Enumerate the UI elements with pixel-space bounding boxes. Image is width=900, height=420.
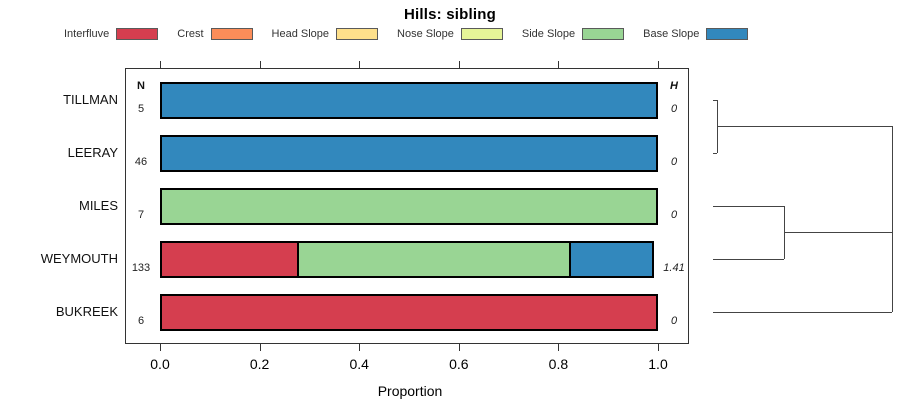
- dendrogram-segment: [713, 206, 784, 207]
- n-value: 46: [134, 155, 148, 168]
- legend-swatch: [116, 28, 159, 40]
- x-tick-top: [259, 61, 261, 68]
- legend: Interfluve Crest Head Slope Nose Slope Side …: [64, 26, 749, 42]
- bar-row: [160, 293, 658, 331]
- legend-swatch: [582, 28, 625, 40]
- legend-label: Head Slope: [271, 28, 330, 40]
- x-tick-top: [458, 61, 460, 68]
- x-tick-label: 1.0: [648, 356, 668, 372]
- bar-segment: [160, 81, 658, 119]
- legend-item: Side Slope: [521, 28, 625, 40]
- bar-row: [160, 81, 658, 119]
- n-column-header: N: [137, 80, 145, 92]
- x-tick-top: [658, 61, 659, 68]
- chart-title: Hills: sibling: [404, 6, 496, 23]
- x-tick-label: 0.6: [449, 356, 469, 372]
- row-label: WEYMOUTH: [40, 251, 118, 266]
- x-tick-label: 0.8: [548, 356, 569, 372]
- row-label: MILES: [78, 198, 118, 213]
- bar-row: [160, 134, 658, 172]
- bar-segment: [160, 134, 658, 172]
- h-value: 1.41: [663, 261, 685, 274]
- bar-row: [160, 240, 658, 278]
- bar-segment: [569, 240, 654, 278]
- bar-segment: [297, 240, 571, 278]
- row-label: LEERAY: [67, 145, 118, 160]
- h-value: 0: [670, 314, 678, 327]
- x-tick-bottom: [658, 344, 659, 351]
- x-tick-top: [160, 61, 161, 68]
- x-tick-label: 0.4: [349, 356, 369, 372]
- h-value: 0: [670, 208, 678, 221]
- n-value: 133: [131, 261, 151, 274]
- x-tick-bottom: [558, 344, 560, 351]
- x-tick-bottom: [160, 344, 161, 351]
- legend-item: Crest: [177, 28, 253, 40]
- row-label: TILLMAN: [63, 92, 118, 107]
- x-tick-bottom: [359, 344, 361, 351]
- legend-swatch: [706, 28, 749, 40]
- h-value: 0: [670, 155, 678, 168]
- dendrogram-segment: [713, 312, 892, 313]
- bar-row: [160, 187, 658, 225]
- legend-swatch: [460, 28, 503, 40]
- bar-segment: [160, 187, 658, 225]
- legend-item: Head Slope: [272, 28, 379, 40]
- plot-area: [125, 68, 689, 344]
- legend-label: Nose Slope: [397, 28, 454, 40]
- dendrogram-segment: [892, 126, 893, 312]
- n-value: 7: [137, 208, 145, 221]
- legend-label: Side Slope: [521, 28, 576, 40]
- n-value: 5: [137, 102, 145, 115]
- legend-swatch: [210, 28, 253, 40]
- bar-segment: [160, 293, 658, 331]
- x-tick-label: 0.0: [150, 356, 170, 372]
- x-tick-bottom: [458, 344, 460, 351]
- legend-label: Crest: [177, 28, 204, 40]
- x-tick-label: 0.2: [249, 356, 270, 372]
- dendrogram-segment: [713, 259, 784, 260]
- x-axis-title: Proportion: [377, 383, 443, 399]
- legend-item: Interfluve: [64, 28, 159, 40]
- legend-item: Nose Slope: [397, 28, 503, 40]
- x-tick-top: [558, 61, 560, 68]
- bar-segment: [160, 240, 299, 278]
- legend-label: Interfluve: [64, 28, 110, 40]
- h-column-header: H: [670, 80, 678, 92]
- dendrogram-segment: [784, 232, 892, 233]
- x-tick-bottom: [259, 344, 261, 351]
- dendrogram-segment: [713, 153, 717, 154]
- h-value: 0: [670, 102, 678, 115]
- n-value: 6: [137, 314, 145, 327]
- x-tick-top: [359, 61, 361, 68]
- dendrogram-segment: [717, 126, 892, 127]
- row-label: BUKREEK: [55, 304, 118, 319]
- legend-label: Base Slope: [643, 28, 700, 40]
- dendrogram-segment: [713, 100, 717, 101]
- legend-swatch: [336, 28, 379, 40]
- legend-item: Base Slope: [643, 28, 749, 40]
